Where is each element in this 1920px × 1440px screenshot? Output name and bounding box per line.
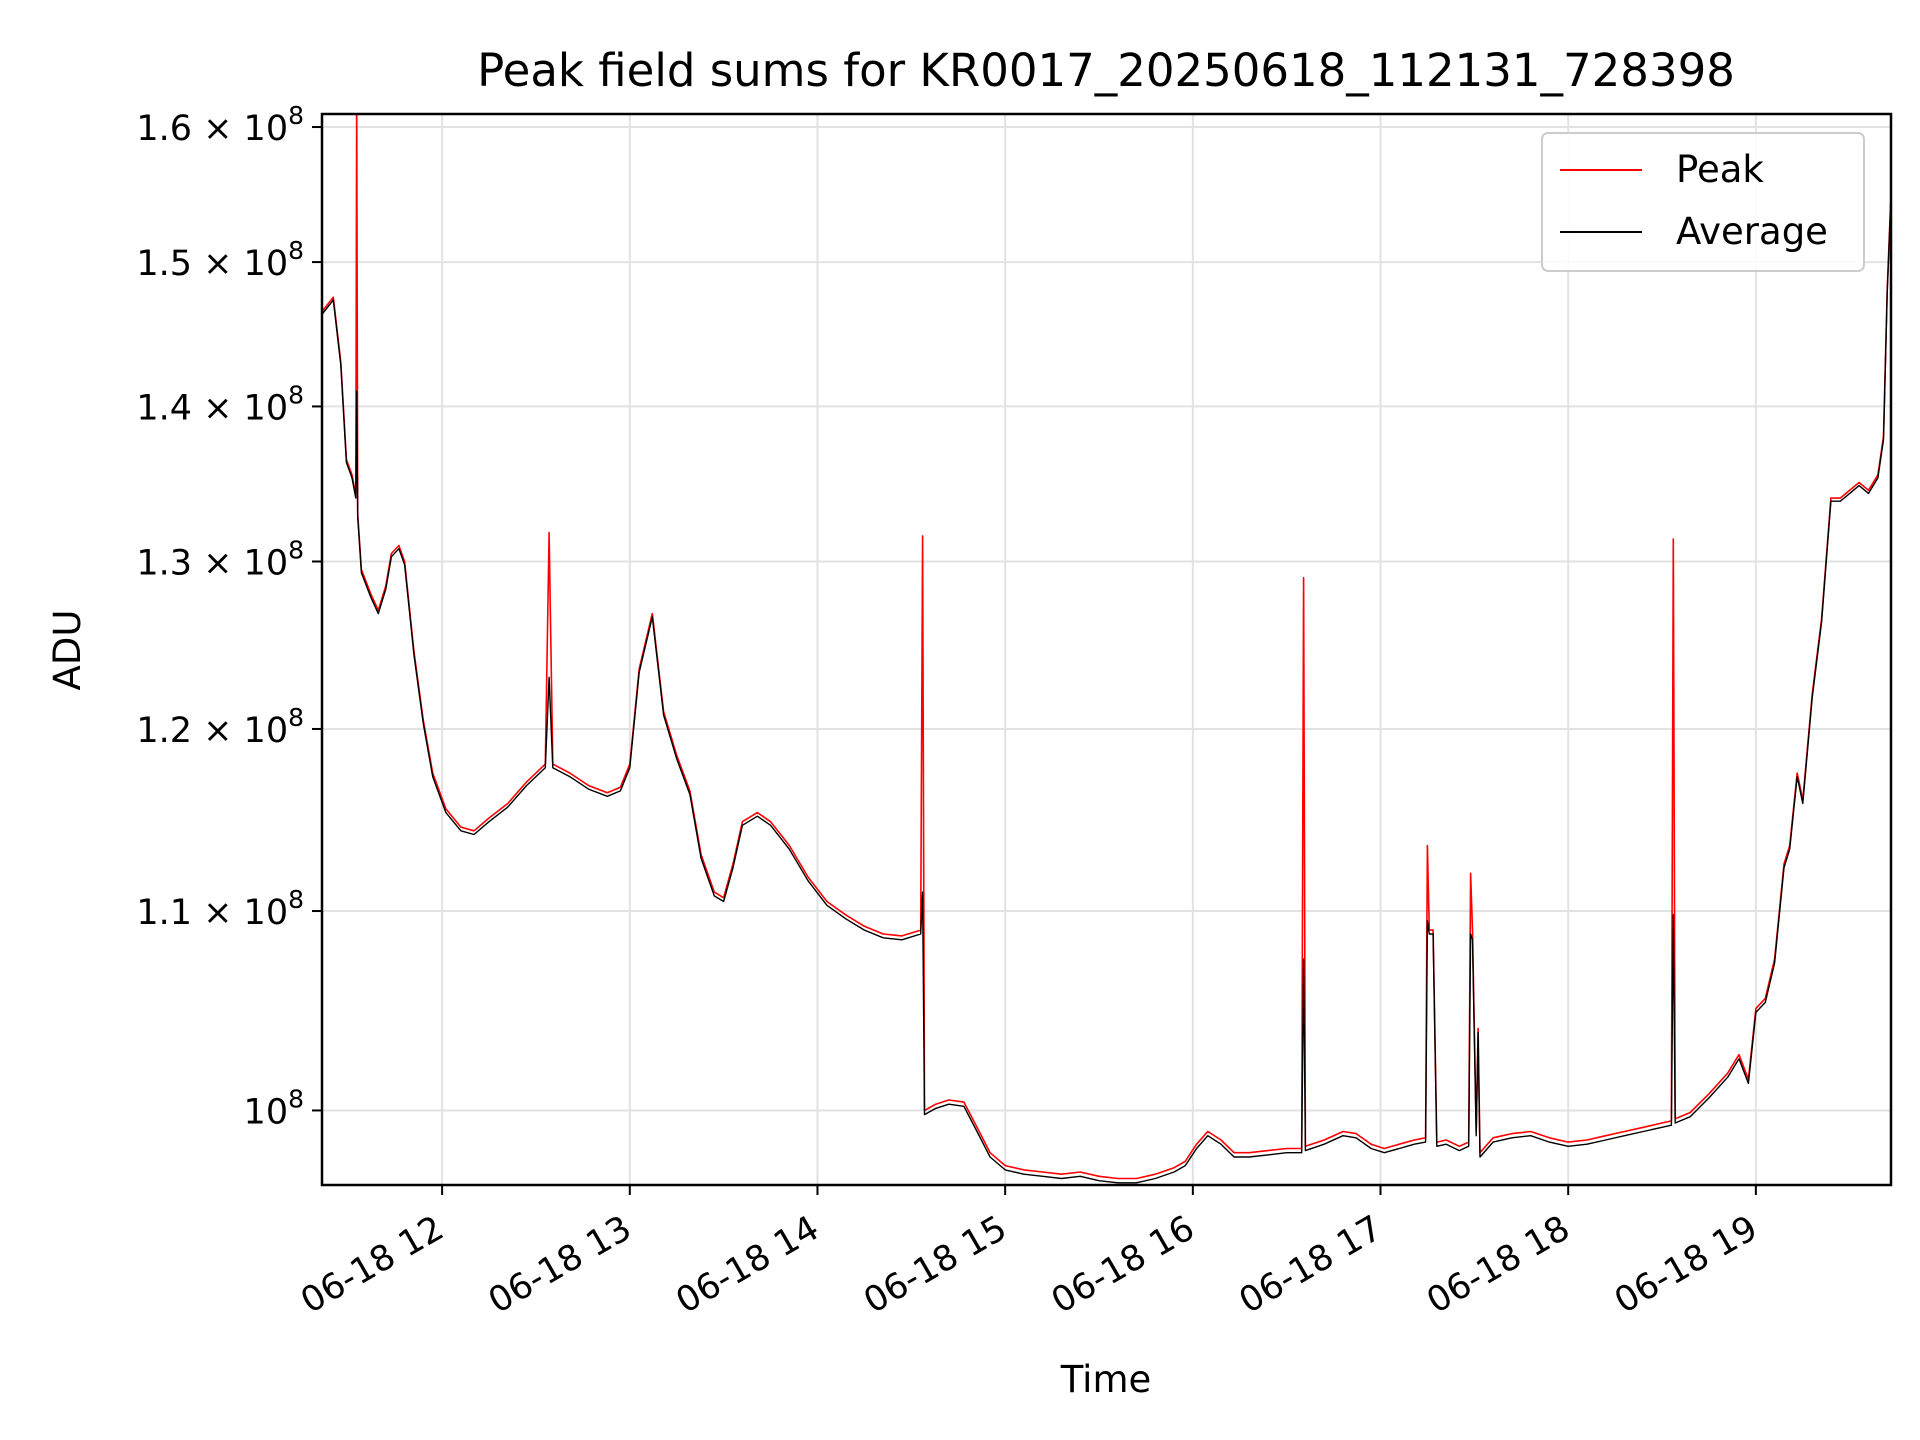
x-tick-label: 06-18 17 (1233, 1208, 1389, 1321)
x-tick-label: 06-18 12 (294, 1208, 450, 1321)
x-tick-label: 06-18 16 (1045, 1208, 1201, 1321)
tick-layer: 06-18 12 06-18 13 06-18 14 06-18 15 06-18 16… (136, 101, 1764, 1322)
x-tick-label: 06-18 13 (482, 1208, 638, 1321)
y-tick-label: 1.2 × 108 (136, 703, 304, 751)
legend-label-average: Average (1676, 210, 1828, 253)
legend-label-peak: Peak (1676, 148, 1764, 191)
plot-frame (320, 112, 1893, 1187)
y-tick-label: 1.3 × 108 (136, 535, 304, 583)
y-tick-label: 1.1 × 108 (136, 885, 304, 933)
y-axis-label: ADU (46, 610, 89, 691)
grid-layer (322, 114, 1891, 1185)
series-line-peak (322, 114, 1891, 1180)
x-tick-label: 06-18 14 (670, 1208, 826, 1321)
y-tick-label: 1.6 × 108 (136, 101, 304, 149)
series-layer (322, 114, 1891, 1184)
y-tick-label: 1.5 × 108 (136, 236, 304, 284)
x-axis-label: Time (1060, 1358, 1152, 1401)
chart-title: Peak field sums for KR0017_20250618_1121… (477, 44, 1735, 97)
legend: Peak Average (1541, 132, 1865, 272)
x-tick-label: 06-18 19 (1608, 1208, 1764, 1321)
y-tick-label: 108 (244, 1084, 304, 1132)
x-tick-label: 06-18 15 (857, 1208, 1013, 1321)
x-tick-label: 06-18 18 (1420, 1208, 1576, 1321)
y-tick-label: 1.4 × 108 (136, 380, 304, 428)
legend-box (1541, 132, 1865, 272)
series-line-average (322, 196, 1891, 1184)
